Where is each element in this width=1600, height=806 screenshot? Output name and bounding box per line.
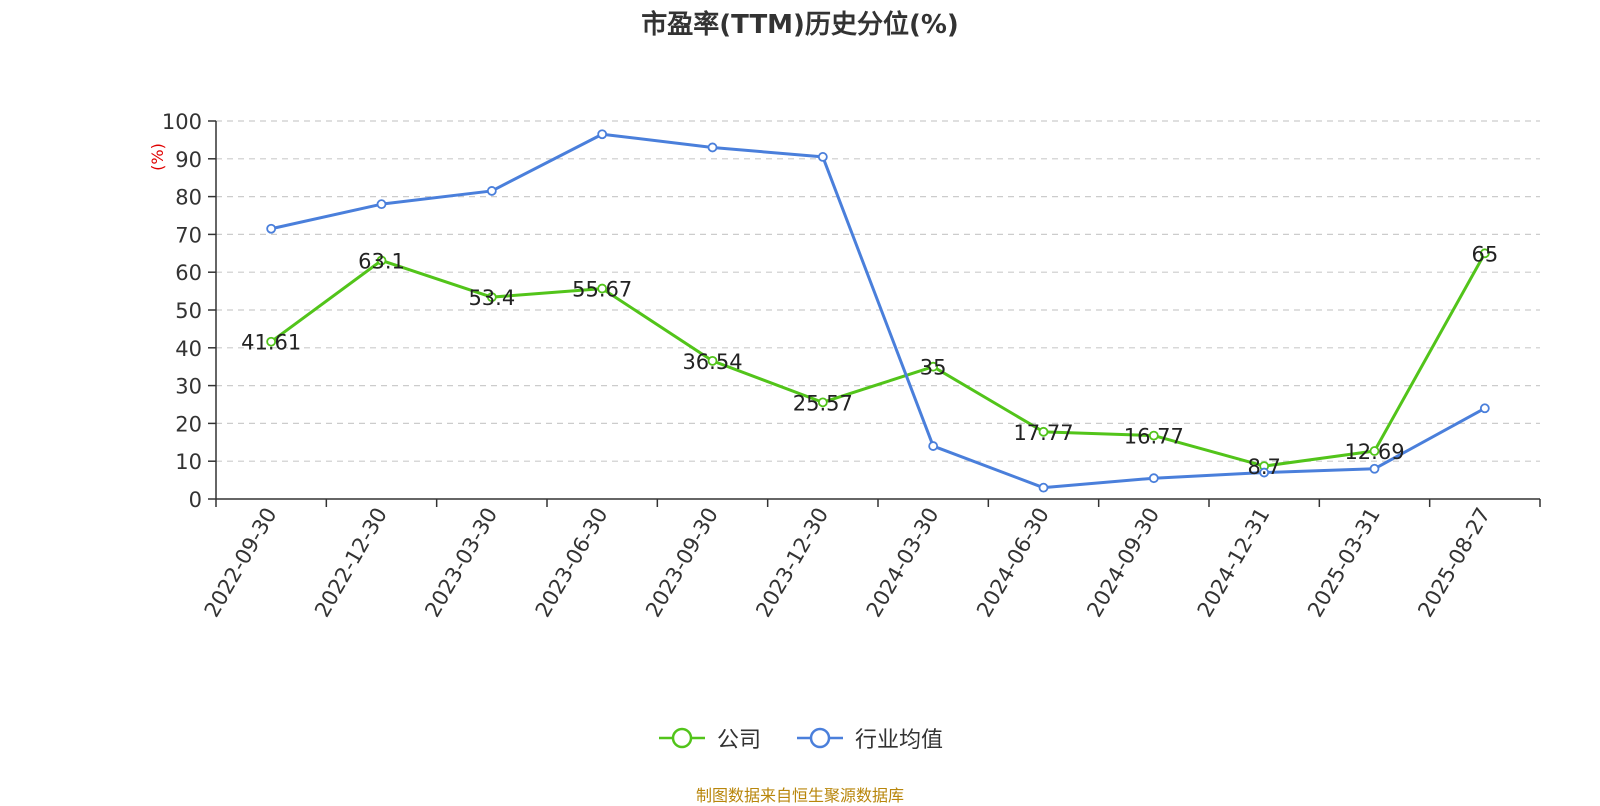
data-point-industry-average[interactable]: [266, 223, 277, 234]
series-line-industry-average: [270, 132, 1486, 490]
data-point-company[interactable]: [266, 336, 277, 347]
y-tick-label: 30: [175, 375, 202, 399]
data-point-company[interactable]: [817, 397, 828, 408]
data-point-company[interactable]: [597, 283, 608, 294]
data-label: 36.54: [682, 350, 742, 374]
data-point-company[interactable]: [1038, 426, 1049, 437]
y-tick-label: 70: [175, 223, 202, 247]
x-tick-label: 2024-03-30: [862, 504, 944, 622]
data-point-company[interactable]: [376, 255, 387, 266]
data-point-industry-average[interactable]: [817, 152, 828, 162]
data-point-industry-average[interactable]: [597, 129, 608, 140]
legend-item-company[interactable]: 公司: [657, 722, 761, 754]
x-tick-label: 2022-09-30: [200, 504, 282, 622]
data-point-industry-average[interactable]: [376, 199, 387, 210]
x-tick-label: 2023-03-30: [420, 504, 502, 622]
data-point-industry-average[interactable]: [1259, 467, 1270, 478]
data-point-industry-average[interactable]: [1038, 482, 1049, 493]
data-label: 16.77: [1124, 425, 1184, 449]
data-label: 25.57: [793, 391, 853, 415]
data-label: 12.69: [1344, 440, 1404, 464]
legend: 公司 行业均值: [0, 722, 1600, 754]
data-point-industry-average[interactable]: [707, 142, 718, 153]
y-tick-label: 10: [175, 450, 202, 474]
y-tick-label: 40: [175, 337, 202, 361]
y-tick-label: 0: [189, 488, 202, 512]
x-tick-label: 2022-12-30: [310, 504, 392, 622]
legend-company-marker: [658, 727, 705, 749]
y-tick-label: 20: [175, 412, 202, 436]
data-label: 41.61: [241, 331, 301, 355]
data-label: 63.1: [358, 249, 405, 273]
x-tick-label: 2023-09-30: [641, 504, 723, 622]
data-point-company[interactable]: [1369, 446, 1380, 456]
data-point-industry-average[interactable]: [1479, 403, 1490, 414]
data-point-industry-average[interactable]: [928, 441, 939, 451]
x-tick-label: 2024-12-31: [1193, 504, 1275, 622]
legend-industry-label: 行业均值: [855, 728, 944, 753]
x-tick-label: 2025-03-31: [1303, 504, 1385, 622]
y-tick-label: 90: [175, 148, 202, 172]
data-label: 8.7: [1247, 455, 1280, 479]
data-point-company[interactable]: [928, 361, 939, 372]
x-tick-label: 2025-08-27: [1413, 504, 1495, 622]
data-label: 17.77: [1013, 421, 1073, 445]
data-point-company[interactable]: [1148, 430, 1159, 441]
legend-item-industry-average[interactable]: 行业均值: [795, 722, 943, 754]
chart-title: 市盈率(TTM)历史分位(%): [641, 10, 959, 40]
legend-company-label: 公司: [716, 728, 761, 753]
y-tick-label: 60: [175, 261, 202, 285]
y-tick-label: 100: [162, 110, 202, 134]
data-label: 35: [920, 356, 947, 380]
data-point-industry-average[interactable]: [1369, 463, 1380, 474]
data-point-industry-average[interactable]: [486, 186, 497, 196]
data-label: 53.4: [468, 286, 515, 310]
y-tick-label: 80: [175, 186, 202, 210]
x-tick-label: 2023-06-30: [531, 504, 613, 622]
x-tick-label: 2023-12-30: [751, 504, 833, 622]
series-line-company: [270, 252, 1487, 468]
y-axis-label: (%): [148, 143, 167, 171]
data-label: 55.67: [572, 278, 632, 302]
data-point-industry-average[interactable]: [1148, 473, 1159, 484]
data-point-company[interactable]: [486, 292, 497, 303]
data-point-company[interactable]: [1479, 248, 1490, 259]
x-tick-label: 2024-06-30: [972, 504, 1054, 622]
source-note: 制图数据来自恒生聚源数据库: [695, 786, 904, 805]
x-tick-label: 2024-09-30: [1082, 504, 1164, 622]
legend-industry-marker: [797, 727, 843, 749]
y-tick-label: 50: [175, 299, 202, 323]
data-point-company[interactable]: [707, 355, 718, 366]
data-label: 65: [1471, 242, 1498, 266]
